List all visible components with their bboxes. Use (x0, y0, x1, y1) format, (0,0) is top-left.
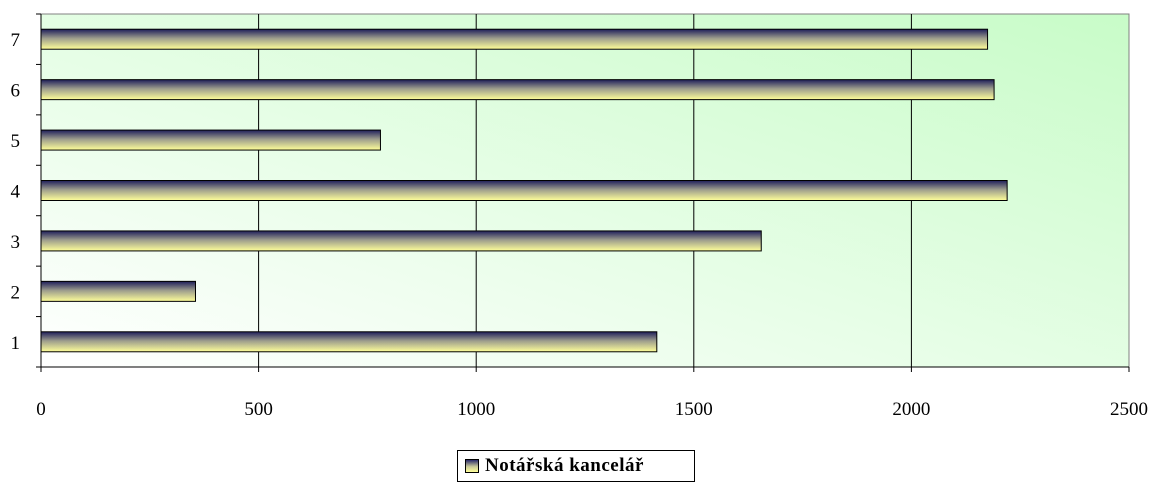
x-tick-label: 500 (244, 399, 273, 420)
x-tick-label: 2000 (892, 399, 930, 420)
x-axis-labels: 0 500 1000 1500 2000 2500 (36, 399, 1148, 420)
legend: Notářská kancelář (457, 450, 695, 482)
y-tick-label: 5 (11, 131, 21, 152)
legend-swatch (465, 459, 479, 473)
bar (40, 79, 995, 101)
bar (40, 129, 381, 151)
bar (40, 280, 196, 302)
bar (40, 230, 762, 252)
x-tick-label: 0 (36, 399, 46, 420)
bars (40, 28, 1008, 353)
y-axis-labels: 1 2 3 4 5 6 7 (11, 30, 21, 354)
y-tick-label: 1 (11, 333, 21, 354)
x-tick-label: 1500 (675, 399, 713, 420)
x-tick-label: 2500 (1110, 399, 1148, 420)
bar (40, 331, 658, 353)
y-tick-label: 2 (11, 282, 21, 303)
x-tick-label: 1000 (457, 399, 495, 420)
bar-chart: 1 2 3 4 5 6 7 0 500 1000 1500 2000 2500 (11, 13, 1148, 420)
legend-label: Notářská kancelář (485, 455, 644, 476)
y-axis-ticks (36, 13, 41, 368)
y-tick-label: 4 (11, 182, 21, 203)
y-tick-label: 7 (11, 30, 21, 51)
bar (40, 28, 989, 50)
y-tick-label: 6 (11, 81, 21, 102)
bar (40, 180, 1008, 201)
x-axis-ticks (40, 367, 1130, 372)
y-tick-label: 3 (11, 232, 21, 253)
